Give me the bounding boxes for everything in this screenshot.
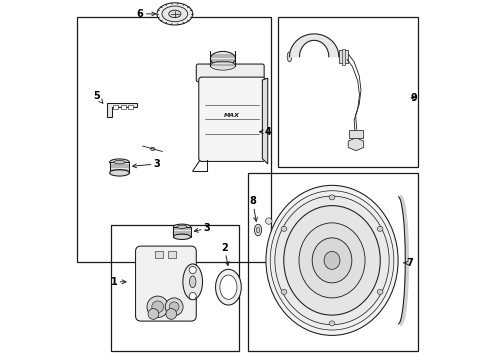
Ellipse shape (328, 195, 334, 200)
Ellipse shape (109, 170, 129, 176)
Circle shape (165, 298, 183, 316)
Ellipse shape (220, 275, 237, 299)
Circle shape (189, 293, 196, 300)
Polygon shape (107, 103, 137, 117)
Ellipse shape (189, 276, 196, 288)
Text: MAX: MAX (224, 113, 240, 118)
Ellipse shape (173, 224, 190, 229)
Ellipse shape (324, 251, 339, 269)
Ellipse shape (265, 185, 397, 336)
Bar (121, 105, 125, 109)
Text: 1: 1 (110, 277, 126, 287)
Bar (168, 251, 176, 258)
Ellipse shape (270, 191, 393, 330)
Bar (155, 251, 163, 258)
Ellipse shape (283, 206, 380, 315)
Bar (173, 227, 190, 237)
Ellipse shape (168, 10, 181, 18)
Circle shape (165, 309, 176, 319)
FancyBboxPatch shape (135, 246, 196, 321)
Text: 4: 4 (259, 127, 270, 137)
Circle shape (169, 302, 179, 312)
Ellipse shape (311, 238, 351, 283)
Ellipse shape (274, 196, 388, 325)
Bar (278, 18, 417, 167)
Bar (247, 173, 417, 351)
Ellipse shape (157, 3, 192, 25)
Polygon shape (262, 78, 267, 164)
Ellipse shape (183, 264, 202, 300)
Circle shape (265, 218, 271, 224)
Bar (110, 225, 239, 351)
Text: 3: 3 (194, 223, 210, 233)
FancyBboxPatch shape (198, 77, 264, 161)
Ellipse shape (281, 289, 286, 294)
Text: 6: 6 (137, 9, 155, 19)
Ellipse shape (177, 225, 186, 228)
Bar (113, 105, 118, 109)
Bar (77, 18, 271, 262)
Circle shape (148, 309, 159, 319)
Ellipse shape (298, 223, 365, 298)
Bar (341, 49, 345, 65)
Circle shape (189, 266, 196, 274)
Polygon shape (347, 138, 363, 151)
Ellipse shape (376, 289, 382, 294)
FancyBboxPatch shape (196, 64, 264, 82)
Ellipse shape (173, 234, 190, 239)
Bar (338, 50, 347, 63)
Ellipse shape (150, 147, 155, 150)
Circle shape (151, 301, 163, 313)
Text: 3: 3 (132, 159, 160, 169)
Ellipse shape (286, 52, 291, 62)
Text: 2: 2 (221, 243, 229, 266)
Circle shape (147, 296, 168, 318)
Bar (348, 130, 363, 138)
Text: 7: 7 (403, 258, 412, 268)
Bar (127, 105, 132, 109)
Ellipse shape (162, 6, 187, 22)
Ellipse shape (109, 159, 129, 165)
Ellipse shape (210, 61, 235, 70)
Text: 8: 8 (249, 197, 257, 221)
Ellipse shape (210, 51, 235, 66)
Ellipse shape (254, 224, 261, 236)
Ellipse shape (114, 160, 125, 164)
Ellipse shape (215, 269, 241, 305)
Ellipse shape (256, 227, 259, 233)
Text: 9: 9 (409, 93, 416, 103)
Bar (109, 162, 129, 173)
Text: 5: 5 (93, 91, 102, 103)
Ellipse shape (281, 226, 286, 231)
Polygon shape (289, 34, 338, 57)
Ellipse shape (328, 321, 334, 326)
Ellipse shape (376, 226, 382, 231)
